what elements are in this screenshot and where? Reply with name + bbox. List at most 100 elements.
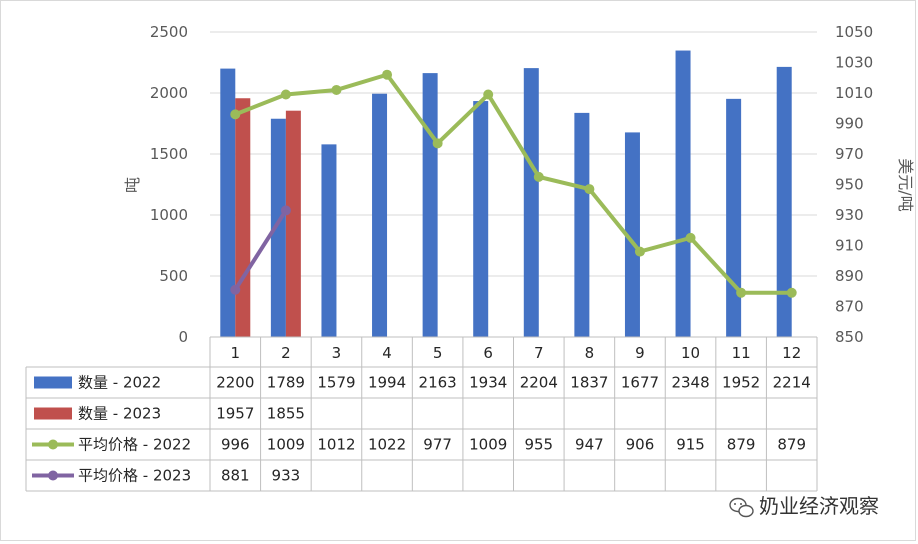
line-point: [432, 138, 443, 149]
right-tick-label: 1050: [835, 23, 873, 41]
data-label: 1952: [722, 374, 760, 392]
data-label: 1855: [267, 405, 305, 423]
data-label: 1009: [267, 436, 305, 454]
data-label: 2204: [520, 374, 558, 392]
left-tick-label: 1000: [150, 206, 188, 224]
legend-key-marker: [48, 439, 58, 450]
left-tick-label: 2500: [150, 23, 188, 41]
category-label: 11: [732, 344, 751, 362]
data-label: 996: [221, 436, 250, 454]
data-label: 933: [272, 467, 301, 485]
bar: [624, 132, 640, 337]
gridlines: [210, 31, 817, 338]
data-label: 2348: [671, 374, 709, 392]
line-point: [382, 69, 393, 80]
right-tick-label: 850: [835, 328, 864, 346]
right-tick-label: 1010: [835, 84, 873, 102]
line-point: [786, 287, 797, 298]
right-axis-ticks: 850 870 890 910 930 950 970 990 1010 1030 1050: [835, 23, 873, 346]
category-label: 8: [585, 344, 595, 362]
data-label: 2200: [216, 374, 254, 392]
category-label: 4: [382, 344, 392, 362]
category-label: 7: [534, 344, 544, 362]
data-label: 879: [727, 436, 756, 454]
category-label: 12: [782, 344, 801, 362]
data-label: 915: [676, 436, 705, 454]
bar: [270, 118, 286, 337]
line-point: [736, 287, 747, 298]
data-label: 947: [575, 436, 604, 454]
line-point: [533, 171, 544, 182]
series-line: [234, 72, 792, 295]
line-point: [280, 89, 291, 100]
bar: [321, 144, 337, 337]
legend-key-bar: [34, 407, 72, 420]
data-label: 1934: [469, 374, 507, 392]
data-label: 955: [524, 436, 553, 454]
data-label: 1994: [368, 374, 406, 392]
line-point: [634, 246, 645, 257]
line-point: [584, 184, 595, 195]
legend-key-marker: [48, 470, 58, 481]
data-label: 1012: [317, 436, 355, 454]
series-line: [233, 209, 288, 291]
bar: [220, 68, 236, 337]
line-point: [483, 89, 494, 100]
legend-label: 平均价格 - 2023: [78, 467, 191, 485]
category-label: 10: [681, 344, 700, 362]
data-label: 1009: [469, 436, 507, 454]
line-series: [230, 69, 797, 298]
category-label: 9: [635, 344, 645, 362]
right-axis-label: 美元/吨: [896, 158, 915, 211]
data-label: 1789: [267, 374, 305, 392]
left-tick-label: 2000: [150, 84, 188, 102]
category-label: 2: [281, 344, 291, 362]
bar: [675, 50, 691, 337]
bar: [523, 68, 539, 337]
legend-label: 平均价格 - 2022: [78, 436, 191, 454]
wechat-icon: [729, 497, 754, 518]
left-tick-label: 1500: [150, 145, 188, 163]
right-tick-label: 1030: [835, 54, 873, 72]
right-tick-label: 930: [835, 206, 864, 224]
watermark: 奶业经济观察: [729, 494, 879, 518]
data-label: 881: [221, 467, 250, 485]
data-label: 1677: [621, 374, 659, 392]
left-tick-label: 500: [159, 267, 188, 285]
line-point: [230, 284, 241, 295]
data-label: 906: [626, 436, 655, 454]
line-point: [685, 232, 696, 243]
bar: [235, 98, 251, 337]
right-tick-label: 990: [835, 115, 864, 133]
legend-key-bar: [34, 376, 72, 389]
line-point: [230, 109, 241, 120]
category-label: 6: [483, 344, 493, 362]
legend-label: 数量 - 2022: [78, 374, 161, 392]
data-label: 1022: [368, 436, 406, 454]
data-label: 1957: [216, 405, 254, 423]
right-tick-label: 890: [835, 267, 864, 285]
category-label: 1: [231, 344, 241, 362]
left-axis-ticks: 0 500 1000 1500 2000 2500: [150, 23, 188, 346]
legend-label: 数量 - 2023: [78, 405, 161, 423]
data-label: 977: [423, 436, 452, 454]
bar: [372, 93, 388, 338]
data-label: 2214: [773, 374, 811, 392]
bar: [422, 73, 438, 337]
left-tick-label: 0: [178, 328, 188, 346]
right-tick-label: 910: [835, 237, 864, 255]
bar: [285, 110, 301, 337]
line-point: [280, 205, 291, 216]
bar: [776, 66, 792, 337]
watermark-text: 奶业经济观察: [759, 494, 879, 518]
data-label: 2163: [419, 374, 457, 392]
bar: [574, 112, 590, 337]
right-tick-label: 970: [835, 145, 864, 163]
bar: [473, 101, 489, 337]
bar: [726, 98, 742, 337]
data-label: 1837: [570, 374, 608, 392]
line-point: [331, 84, 342, 95]
